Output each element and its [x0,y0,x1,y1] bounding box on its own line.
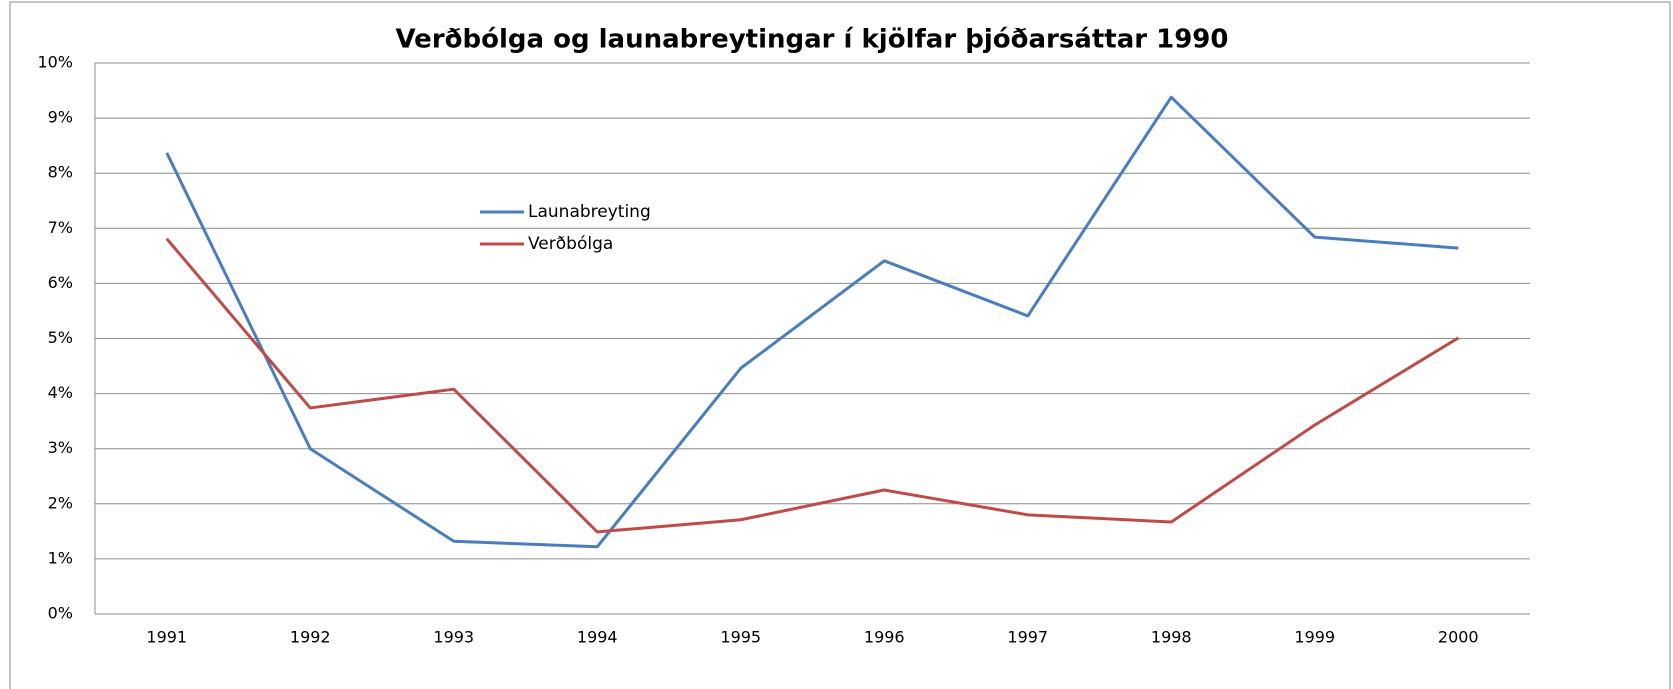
series-line [165,237,1460,534]
x-tick-label: 1992 [290,628,331,647]
x-tick-label: 1994 [577,628,618,647]
y-tick-label: 6% [48,273,73,292]
y-tick-label: 8% [48,163,73,182]
chart-title: Verðbólga og launabreytingar í kjölfar þ… [395,25,1228,55]
y-tick-label: 1% [48,548,73,567]
y-tick-label: 3% [48,438,73,457]
y-tick-label: 10% [37,53,73,72]
x-tick-label: 1995 [720,628,761,647]
legend-label: Launabreyting [528,202,651,222]
x-tick-label: 1997 [1007,628,1048,647]
y-tick-label: 0% [48,604,73,623]
series-line [165,95,1459,549]
y-tick-label: 2% [48,493,73,512]
x-tick-label: 1998 [1151,628,1192,647]
x-tick-label: 1999 [1294,628,1335,647]
legend-label: Verðbólga [528,234,613,254]
y-tick-label: 9% [48,108,73,127]
y-tick-label: 5% [48,328,73,347]
y-tick-label: 4% [48,383,73,402]
x-tick-label: 1991 [146,628,187,647]
x-tick-label: 1993 [433,628,474,647]
x-tick-label: 1996 [864,628,905,647]
y-tick-label: 7% [48,218,73,237]
chart-border [9,1,1671,689]
x-tick-label: 2000 [1438,628,1479,647]
